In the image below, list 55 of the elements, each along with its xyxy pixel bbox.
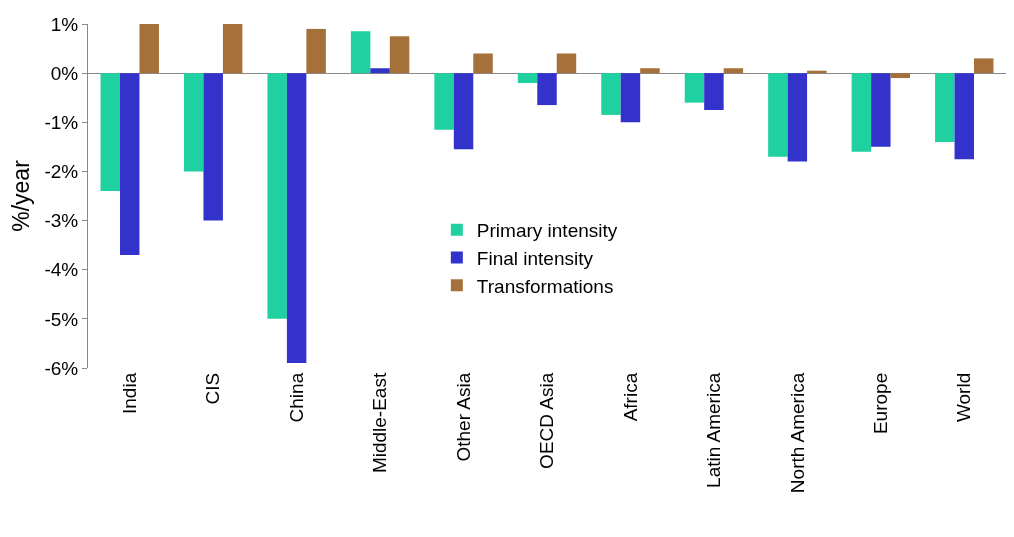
bar [286, 73, 307, 364]
bar [787, 73, 808, 162]
bar [935, 73, 955, 142]
bar [370, 68, 390, 74]
bar [620, 73, 641, 123]
bar [890, 73, 911, 79]
x-tick-label: Middle-East [369, 372, 391, 474]
x-tick-label: Africa [619, 372, 641, 422]
y-tick-label: -6% [44, 357, 79, 379]
y-tick-label: -1% [44, 111, 79, 133]
bar [851, 73, 872, 152]
x-tick-label: CIS [202, 372, 224, 405]
bar [434, 73, 454, 130]
y-tick-label: -4% [44, 259, 79, 281]
x-tick-label: China [285, 372, 307, 423]
x-tick-label: Europe [869, 372, 891, 435]
bar [306, 28, 326, 74]
bar [640, 68, 660, 74]
y-tick-label: 1% [50, 13, 79, 35]
bar [222, 24, 243, 74]
x-tick-label: OECD Asia [536, 372, 558, 469]
legend-label: Primary intensity [476, 220, 618, 242]
bar [119, 73, 140, 255]
bar [684, 73, 705, 103]
bar [601, 73, 621, 115]
bar [954, 73, 975, 160]
bar [183, 73, 204, 172]
bar [139, 24, 159, 74]
bar [350, 31, 371, 74]
y-tick-label: -2% [44, 161, 79, 183]
bar [517, 73, 538, 83]
legend-label: Final intensity [476, 247, 594, 269]
bar [203, 73, 223, 221]
x-tick-label: World [953, 372, 975, 423]
bar [723, 68, 744, 74]
y-tick-label: 0% [50, 62, 79, 84]
bar [556, 53, 577, 74]
bar [100, 73, 120, 192]
x-tick-label: India [118, 372, 140, 414]
x-tick-label: Other Asia [452, 372, 474, 462]
bar [768, 73, 788, 157]
y-tick-label: -5% [44, 308, 79, 330]
bar [473, 53, 493, 74]
bar [871, 73, 891, 147]
bar [974, 58, 994, 74]
bar [389, 36, 410, 74]
y-axis-title: %/year [7, 159, 34, 232]
x-tick-label: North America [786, 372, 808, 494]
y-tick-label: -3% [44, 210, 79, 232]
bar [453, 73, 474, 150]
x-tick-label: Latin America [703, 372, 725, 488]
bar [267, 73, 287, 319]
legend-label: Transformations [476, 275, 614, 297]
bar [704, 73, 724, 110]
bar [537, 73, 557, 106]
